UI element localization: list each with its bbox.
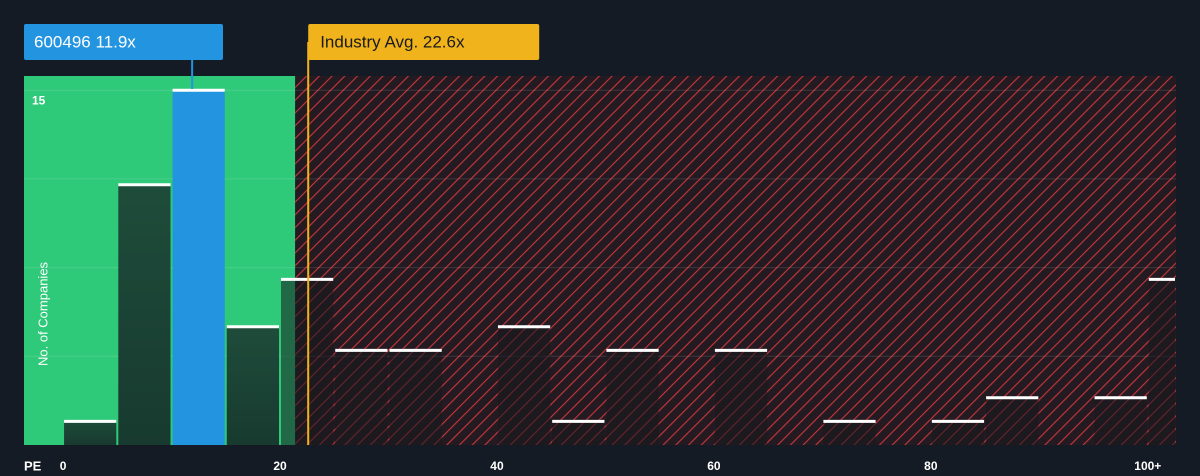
bar bbox=[823, 421, 876, 445]
bar bbox=[172, 90, 225, 445]
x-axis-label: PE bbox=[24, 458, 42, 473]
bar bbox=[64, 421, 117, 445]
annotations: 15 0 20 40 60 80 100+ Industry Avg. 22.6x 600496… bbox=[24, 24, 1161, 473]
industry-avg-label: Industry Avg. 22.6x bbox=[320, 32, 465, 51]
bar bbox=[552, 421, 605, 445]
bar bbox=[389, 350, 442, 445]
x-tick-label: 40 bbox=[490, 459, 504, 473]
company-box bbox=[24, 24, 223, 60]
bar bbox=[714, 350, 768, 445]
y-axis-label: No. of Companies bbox=[35, 261, 50, 366]
bar bbox=[226, 326, 279, 445]
bar bbox=[1148, 279, 1175, 445]
bar bbox=[931, 421, 985, 445]
x-tick-label: 60 bbox=[707, 459, 721, 473]
x-tick-label: 20 bbox=[273, 459, 287, 473]
company-label: 600496 11.9x bbox=[34, 32, 136, 51]
bar bbox=[1094, 397, 1147, 445]
bars bbox=[64, 88, 1175, 446]
bar bbox=[497, 326, 551, 445]
x-tick-label: 100+ bbox=[1134, 459, 1161, 473]
bar bbox=[118, 184, 171, 446]
background bbox=[24, 76, 1177, 445]
bar bbox=[335, 350, 388, 445]
x-tick-label: 80 bbox=[924, 459, 938, 473]
bar bbox=[606, 350, 659, 445]
bar bbox=[986, 397, 1039, 445]
bar bbox=[281, 279, 334, 445]
x-tick-label: 0 bbox=[60, 459, 67, 473]
y-tick-label: 15 bbox=[32, 93, 46, 107]
industry-avg-box bbox=[308, 24, 540, 60]
